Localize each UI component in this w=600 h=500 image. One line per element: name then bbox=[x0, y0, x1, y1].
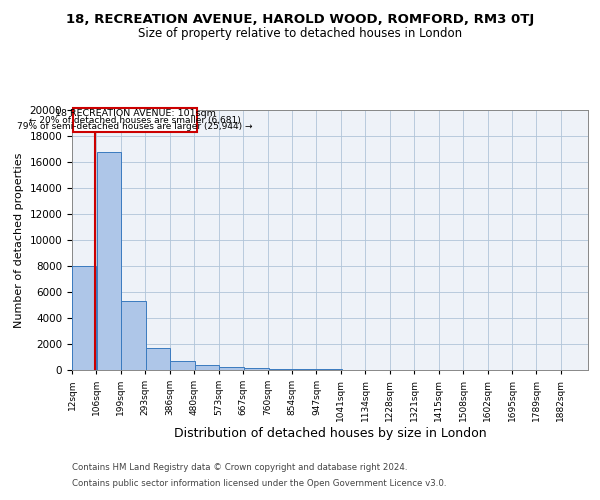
Bar bbox=[121, 301, 146, 370]
Bar bbox=[146, 348, 170, 370]
X-axis label: Distribution of detached houses by size in London: Distribution of detached houses by size … bbox=[173, 426, 487, 440]
Bar bbox=[220, 368, 244, 370]
FancyBboxPatch shape bbox=[73, 108, 197, 132]
Text: Size of property relative to detached houses in London: Size of property relative to detached ho… bbox=[138, 28, 462, 40]
Bar bbox=[195, 366, 220, 370]
Bar bbox=[269, 369, 293, 370]
Text: 79% of semi-detached houses are larger (25,944) →: 79% of semi-detached houses are larger (… bbox=[17, 122, 253, 132]
Text: Contains HM Land Registry data © Crown copyright and database right 2024.: Contains HM Land Registry data © Crown c… bbox=[72, 464, 407, 472]
Y-axis label: Number of detached properties: Number of detached properties bbox=[14, 152, 24, 328]
Text: 18, RECREATION AVENUE, HAROLD WOOD, ROMFORD, RM3 0TJ: 18, RECREATION AVENUE, HAROLD WOOD, ROMF… bbox=[66, 12, 534, 26]
Text: ← 20% of detached houses are smaller (6,681): ← 20% of detached houses are smaller (6,… bbox=[29, 116, 241, 124]
Bar bbox=[170, 361, 195, 370]
Text: 18 RECREATION AVENUE: 101sqm: 18 RECREATION AVENUE: 101sqm bbox=[55, 109, 215, 118]
Bar bbox=[244, 368, 269, 370]
Bar bbox=[97, 152, 121, 370]
Text: Contains public sector information licensed under the Open Government Licence v3: Contains public sector information licen… bbox=[72, 478, 446, 488]
Bar bbox=[72, 266, 97, 370]
Bar bbox=[293, 369, 318, 370]
